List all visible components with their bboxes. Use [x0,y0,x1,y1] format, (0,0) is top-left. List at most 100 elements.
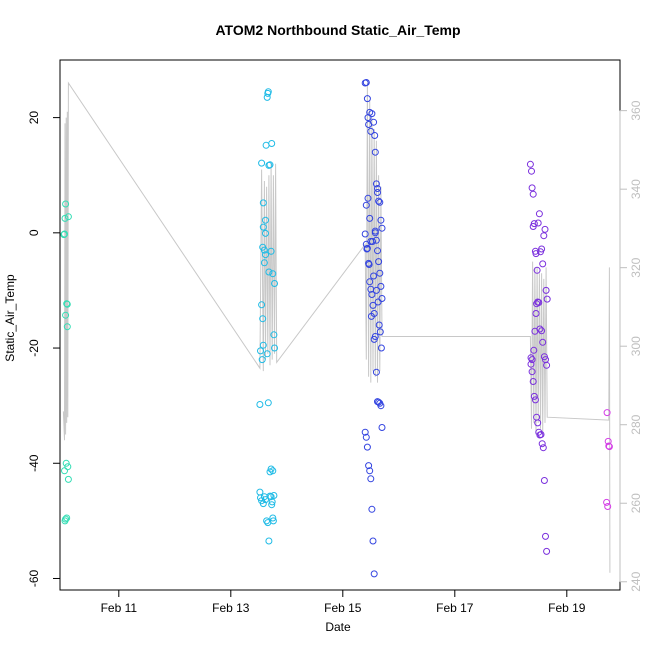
data-point [367,127,375,135]
data-point [378,295,386,302]
data-point [361,428,369,436]
data-point [538,245,546,253]
data-point [367,475,375,483]
secondary-y-axis: 360 340 320 300 280 260 240 [619,100,643,592]
data-point [374,298,382,306]
plot-frame [59,59,621,591]
x-tick-label: Feb 11 [101,601,138,615]
data-point [269,517,277,525]
data-point [372,368,380,376]
data-point [535,299,543,306]
data-point [364,194,372,202]
data-point [543,295,551,303]
data-point [361,230,369,238]
data-point [375,258,383,266]
data-point [371,148,379,156]
data-point [262,216,269,224]
data-point [366,278,374,286]
y-tick-label: -60 [27,569,41,587]
data-point [368,505,376,513]
data-point [362,433,370,441]
data-point [369,301,377,309]
data-point [534,419,542,427]
data-point [259,223,267,231]
data-point [363,443,371,451]
chart-title: ATOM2 Northbound Static_Air_Temp [215,22,460,38]
data-point [538,440,546,448]
data-point [64,475,72,483]
data-point [265,537,273,545]
data-point [529,378,537,385]
data-point [365,261,373,268]
y-axis: 20 0 -20 -40 -60 [27,111,61,587]
data-point [259,199,267,207]
data-point [530,346,538,354]
data-point [266,161,274,169]
data-point [370,272,378,280]
data-point [62,200,70,208]
data-point [262,229,269,237]
data-point [375,197,383,205]
data-point [64,463,72,471]
data-point [259,315,267,323]
data-point [258,301,266,309]
data-point [604,437,612,445]
data-point [531,396,539,404]
data-point [604,503,612,510]
data-point [375,321,383,329]
data-point [376,198,384,206]
data-point [370,570,378,578]
y-tick-label: -20 [27,339,41,357]
data-point [259,341,267,349]
data-point [270,492,278,499]
data-point [528,368,536,376]
y2-tick-label: 280 [629,414,643,434]
y2-tick-label: 300 [629,336,643,356]
data-point [542,532,549,540]
data-point [534,219,542,227]
data-point [366,467,374,475]
x-tick-label: Feb 13 [212,601,250,615]
data-point [259,243,267,251]
data-point [366,214,374,222]
data-point [372,180,380,188]
y2-tick-label: 360 [629,100,643,120]
data-point [530,392,538,400]
series-2 [256,88,278,545]
data-point [531,327,539,335]
data-point [258,159,266,167]
data-point [264,519,272,527]
data-point [264,88,272,96]
data-point [257,347,264,355]
data-point [605,443,613,451]
data-point [63,323,71,331]
data-point [264,399,272,407]
x-tick-label: Feb 17 [436,601,474,615]
data-point [61,230,68,238]
data-point [538,327,546,335]
data-point [374,247,381,255]
data-point [271,344,278,352]
data-point [368,110,376,118]
data-point [367,312,375,320]
data-point [526,160,534,168]
data-point [378,224,386,232]
data-point [370,335,378,343]
series-1 [60,200,72,525]
data-point [371,132,379,139]
data-point [263,517,271,525]
data-point [270,331,278,339]
data-point [63,514,71,522]
data-point [267,247,275,255]
y2-tick-label: 240 [629,571,643,591]
data-point [269,514,277,522]
data-point [63,300,71,308]
y-tick-label: 20 [27,111,41,125]
data-point [529,190,537,198]
x-axis: Feb 11 Feb 13 Feb 15 Feb 17 Feb 19 [101,589,586,615]
data-point [376,269,384,277]
data-point [258,356,266,364]
data-point [532,310,540,317]
data-point [535,210,543,218]
data-point [543,547,551,555]
